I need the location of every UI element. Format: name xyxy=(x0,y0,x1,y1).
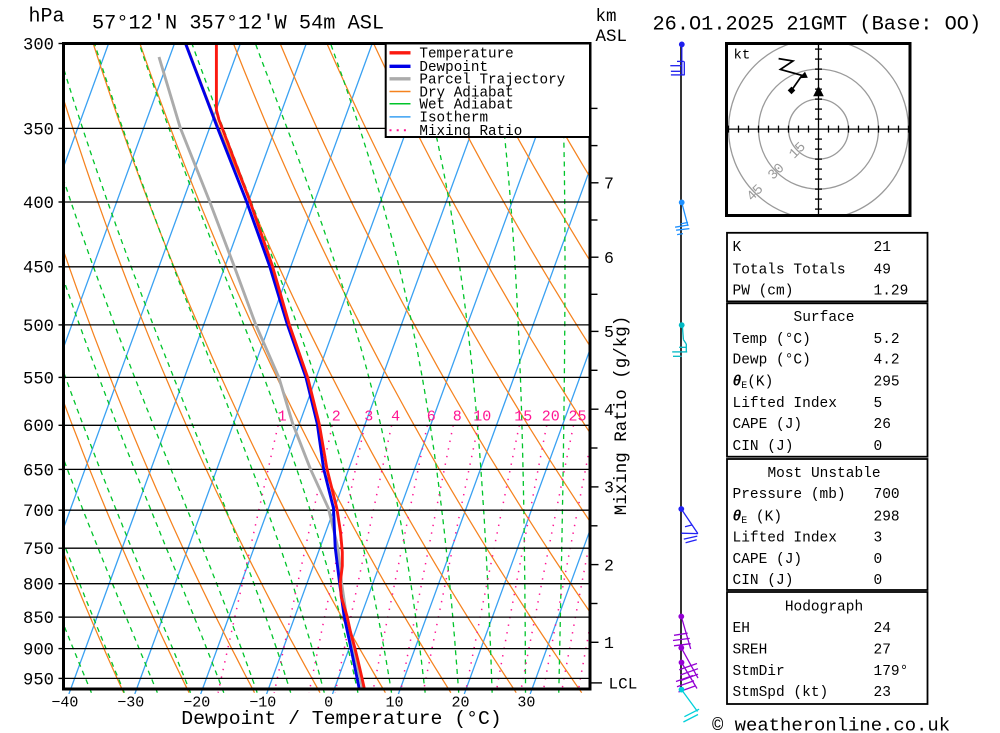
svg-text:1: 1 xyxy=(604,634,614,653)
svg-text:Wet Adiabat: Wet Adiabat xyxy=(419,98,513,114)
svg-text:km: km xyxy=(596,7,617,27)
svg-text:hPa: hPa xyxy=(29,6,65,29)
svg-text:θE(K): θE(K) xyxy=(733,374,774,392)
svg-text:0: 0 xyxy=(874,439,883,455)
svg-text:26: 26 xyxy=(874,417,891,433)
svg-text:27: 27 xyxy=(874,643,891,659)
svg-text:Dry Adiabat: Dry Adiabat xyxy=(419,85,513,101)
svg-text:550: 550 xyxy=(23,370,54,389)
svg-text:3: 3 xyxy=(604,479,614,498)
svg-text:3: 3 xyxy=(874,531,883,547)
svg-text:−30: −30 xyxy=(117,695,144,712)
svg-text:950: 950 xyxy=(23,671,54,690)
svg-text:CIN (J): CIN (J) xyxy=(733,439,794,455)
svg-text:Dewpoint: Dewpoint xyxy=(419,60,488,76)
svg-text:Dewpoint / Temperature (°C): Dewpoint / Temperature (°C) xyxy=(181,708,502,730)
svg-text:5: 5 xyxy=(604,323,614,342)
svg-text:Lifted Index: Lifted Index xyxy=(733,396,838,412)
svg-text:CAPE (J): CAPE (J) xyxy=(733,417,803,433)
svg-text:24: 24 xyxy=(874,621,891,637)
svg-text:4: 4 xyxy=(604,401,614,420)
svg-text:4: 4 xyxy=(391,408,400,425)
svg-text:1: 1 xyxy=(278,408,287,425)
svg-text:0: 0 xyxy=(874,552,883,568)
svg-text:Dewp (°C): Dewp (°C) xyxy=(733,353,811,369)
svg-text:3: 3 xyxy=(364,408,373,425)
svg-text:Lifted Index: Lifted Index xyxy=(733,531,838,547)
svg-text:23: 23 xyxy=(874,685,891,701)
svg-text:θE (K): θE (K) xyxy=(733,510,783,528)
svg-text:49: 49 xyxy=(874,263,891,279)
svg-text:−40: −40 xyxy=(51,695,78,712)
svg-text:500: 500 xyxy=(23,318,54,337)
svg-text:0: 0 xyxy=(324,695,333,712)
svg-text:8: 8 xyxy=(453,408,462,425)
svg-text:LCL: LCL xyxy=(609,675,638,693)
svg-text:10: 10 xyxy=(473,408,491,425)
svg-text:0: 0 xyxy=(874,573,883,589)
svg-text:Temp (°C): Temp (°C) xyxy=(733,332,811,348)
svg-text:30: 30 xyxy=(517,695,535,712)
svg-text:6: 6 xyxy=(427,408,436,425)
svg-text:K: K xyxy=(733,240,742,256)
svg-text:21: 21 xyxy=(874,240,891,256)
svg-text:179°: 179° xyxy=(874,664,909,680)
svg-text:5.2: 5.2 xyxy=(874,332,900,348)
svg-text:ASL: ASL xyxy=(596,27,628,47)
svg-text:25: 25 xyxy=(568,408,586,425)
svg-text:Most Unstable: Most Unstable xyxy=(767,466,880,482)
svg-text:350: 350 xyxy=(23,121,54,140)
svg-text:Hodograph: Hodograph xyxy=(785,600,863,616)
svg-text:295: 295 xyxy=(874,374,900,390)
svg-text:Temperature: Temperature xyxy=(419,47,513,63)
svg-text:© weatheronline.co.uk: © weatheronline.co.uk xyxy=(712,715,950,733)
svg-text:−10: −10 xyxy=(249,695,276,712)
svg-text:800: 800 xyxy=(23,577,54,596)
svg-text:5: 5 xyxy=(874,396,883,412)
svg-text:2: 2 xyxy=(332,408,341,425)
svg-text:15: 15 xyxy=(514,408,532,425)
svg-text:Pressure (mb): Pressure (mb) xyxy=(733,487,846,503)
svg-text:PW (cm): PW (cm) xyxy=(733,284,794,300)
svg-text:298: 298 xyxy=(874,510,900,526)
svg-text:Isotherm: Isotherm xyxy=(419,111,488,127)
svg-text:2: 2 xyxy=(604,556,614,575)
svg-text:300: 300 xyxy=(23,36,54,55)
svg-text:Surface: Surface xyxy=(794,310,855,326)
svg-text:CIN (J): CIN (J) xyxy=(733,573,794,589)
svg-text:4.2: 4.2 xyxy=(874,353,900,369)
svg-text:750: 750 xyxy=(23,541,54,560)
svg-text:850: 850 xyxy=(23,610,54,629)
svg-text:10: 10 xyxy=(385,695,403,712)
svg-text:kt: kt xyxy=(734,48,751,64)
svg-text:450: 450 xyxy=(23,260,54,279)
svg-text:7: 7 xyxy=(604,175,614,194)
svg-text:6: 6 xyxy=(604,249,614,268)
svg-text:650: 650 xyxy=(23,462,54,481)
svg-text:57°12'N 357°12'W 54m ASL: 57°12'N 357°12'W 54m ASL xyxy=(92,13,384,36)
svg-text:Mixing Ratio (g/kg): Mixing Ratio (g/kg) xyxy=(612,316,632,516)
svg-text:Totals Totals: Totals Totals xyxy=(733,263,846,279)
svg-text:400: 400 xyxy=(23,195,54,214)
svg-text:600: 600 xyxy=(23,418,54,437)
svg-text:SREH: SREH xyxy=(733,643,768,659)
svg-text:700: 700 xyxy=(874,487,900,503)
svg-text:1.29: 1.29 xyxy=(874,284,909,300)
svg-text:26.O1.2O25 21GMT (Base: OO): 26.O1.2O25 21GMT (Base: OO) xyxy=(653,14,982,37)
svg-text:900: 900 xyxy=(23,642,54,661)
svg-text:−20: −20 xyxy=(183,695,210,712)
svg-text:Mixing Ratio: Mixing Ratio xyxy=(419,124,522,140)
svg-text:CAPE (J): CAPE (J) xyxy=(733,552,803,568)
svg-text:Parcel Trajectory: Parcel Trajectory xyxy=(419,73,565,89)
svg-text:20: 20 xyxy=(451,695,469,712)
svg-text:EH: EH xyxy=(733,621,750,637)
svg-text:20: 20 xyxy=(542,408,560,425)
svg-text:StmDir: StmDir xyxy=(733,664,785,680)
svg-text:700: 700 xyxy=(23,503,54,522)
svg-text:StmSpd (kt): StmSpd (kt) xyxy=(733,685,829,701)
